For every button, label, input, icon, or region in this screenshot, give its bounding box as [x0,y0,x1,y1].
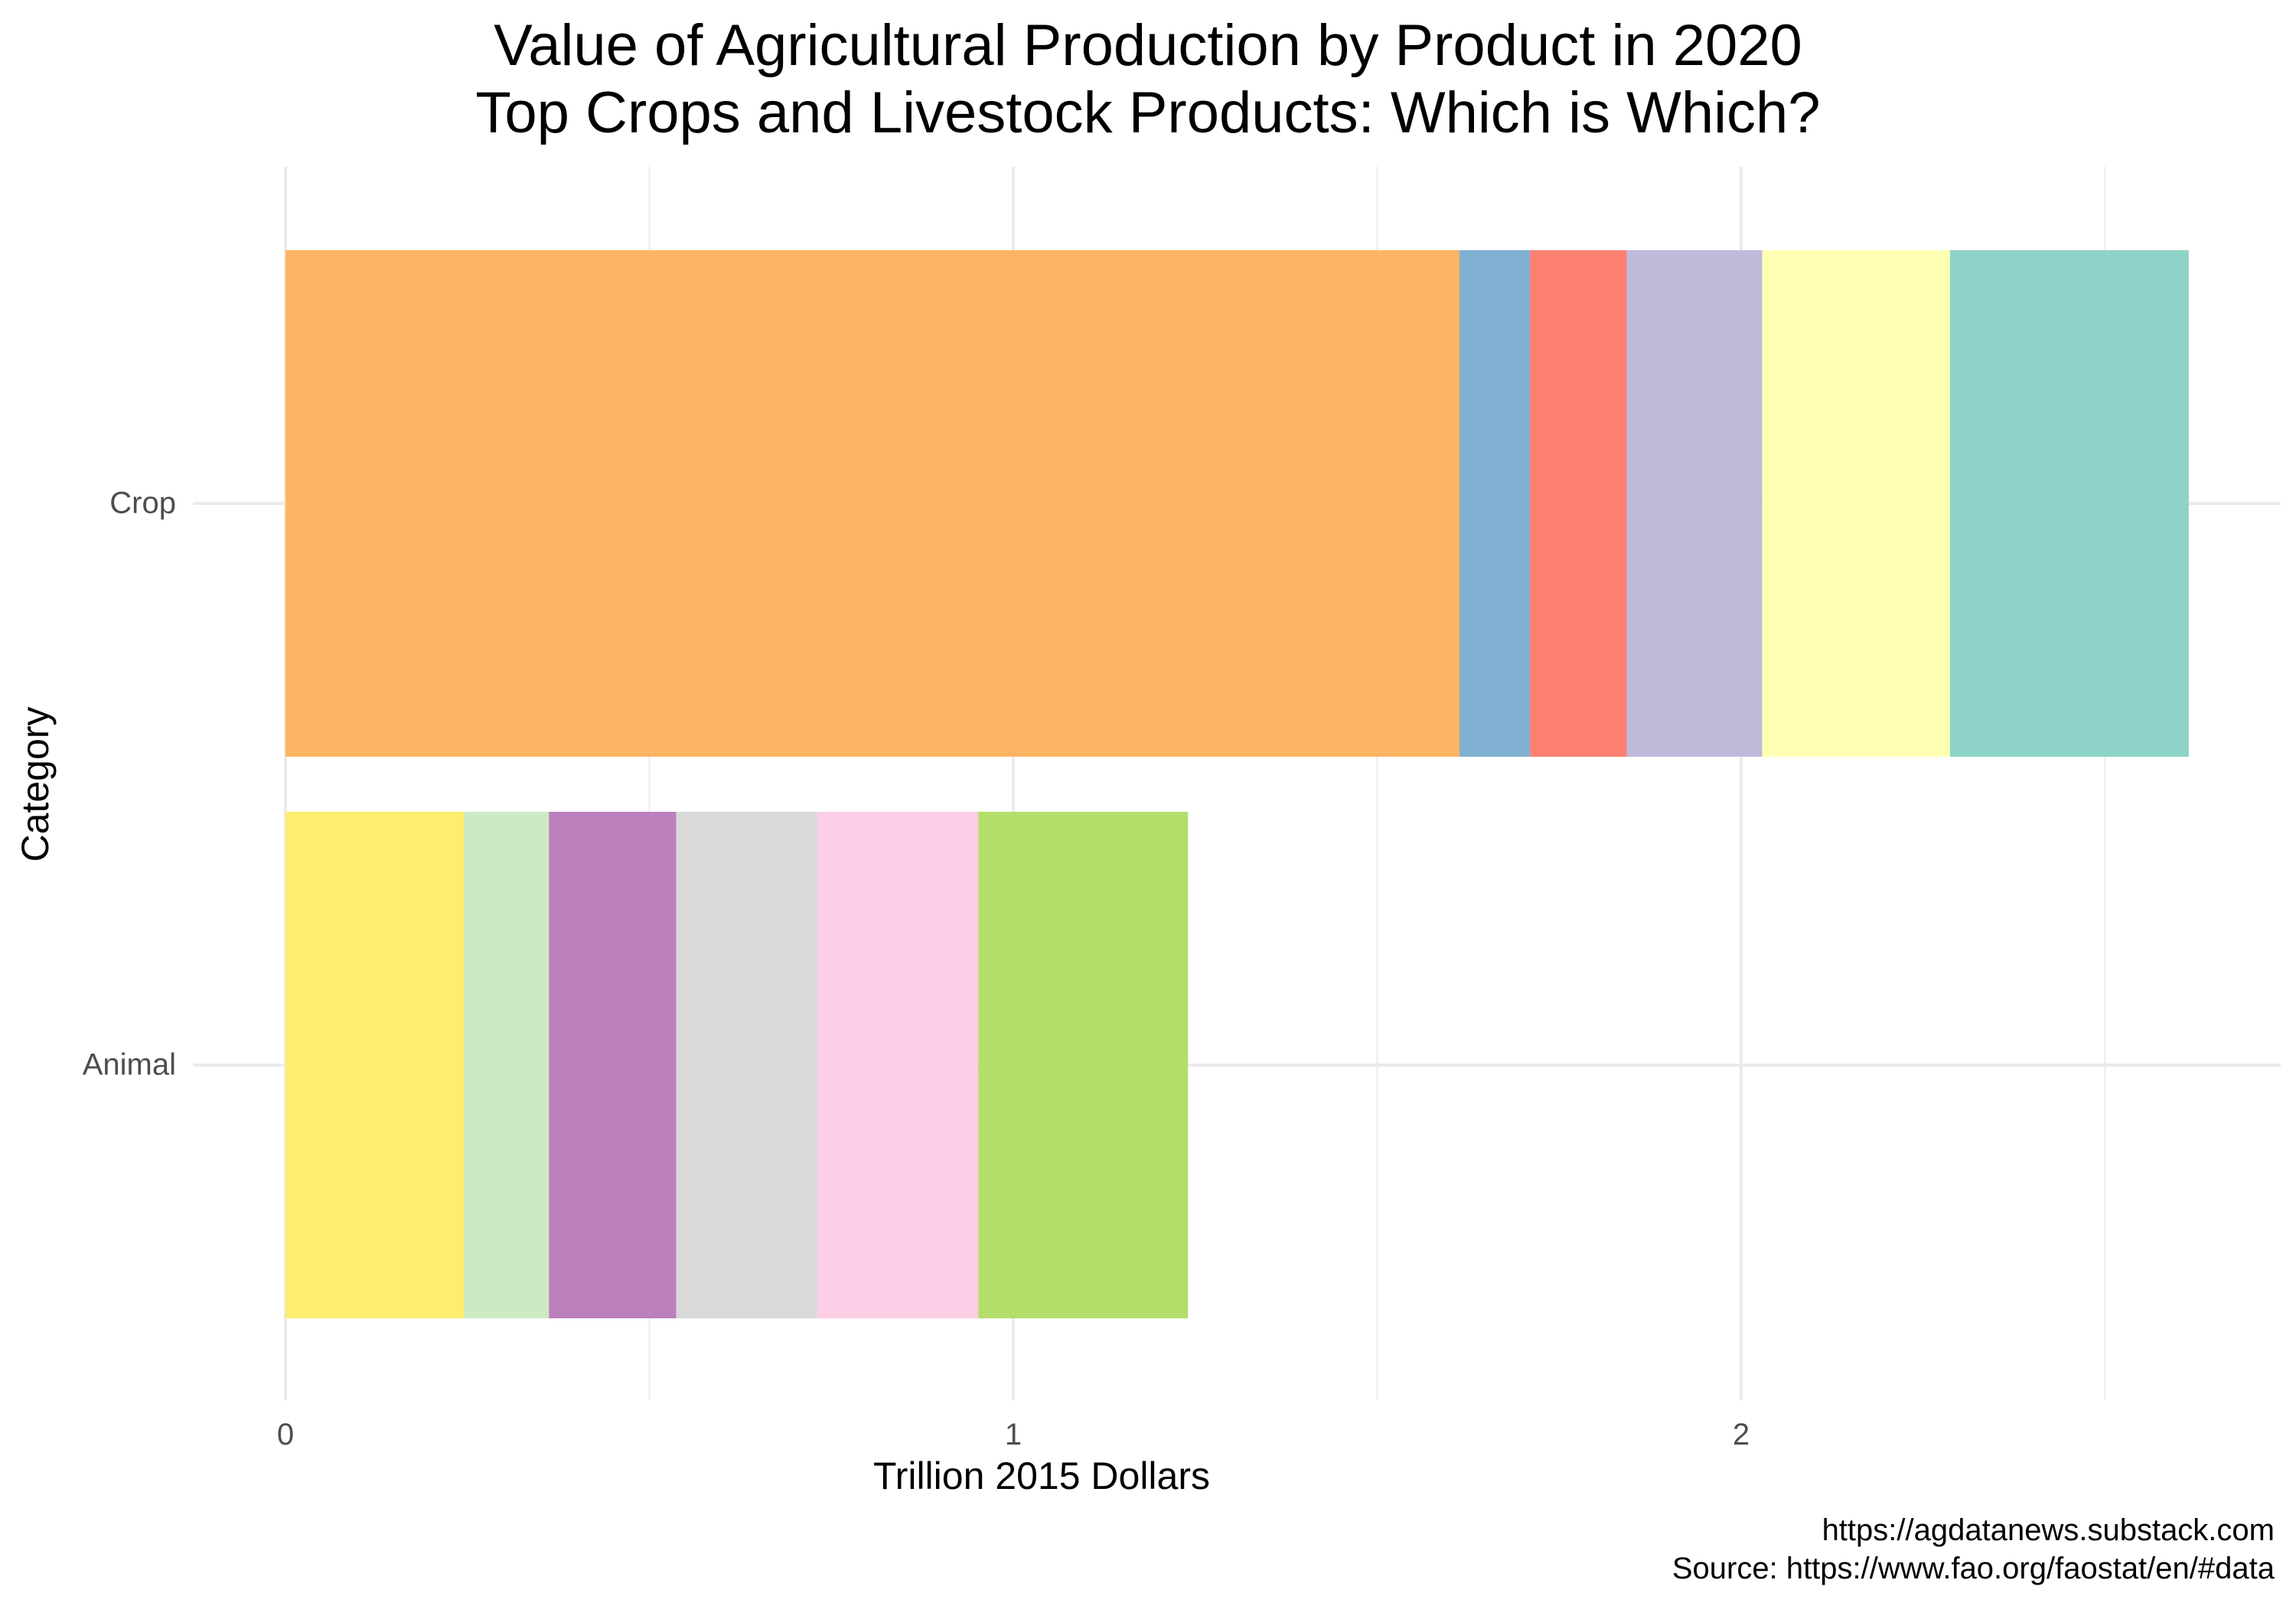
stacked-bars [285,250,2189,1318]
bar-segment-crop-6 [1949,250,2189,757]
caption-source: Source: https://www.fao.org/faostat/en/#… [1671,1552,2275,1585]
bar-segment-animal-3 [549,812,677,1318]
x-axis-label-text: Trillion 2015 Dollars [873,1455,1210,1497]
chart-subtitle: Top Crops and Livestock Products: Which … [475,80,1821,145]
bar-segment-crop-1 [285,250,1459,757]
bar-segment-crop-2 [1459,250,1531,757]
y-axis-label: Category [14,706,57,862]
bar-segment-animal-5 [817,812,979,1318]
bar-segment-animal-1 [285,812,464,1318]
bar-segment-animal-4 [676,812,818,1318]
y-tick-label-animal: Animal [82,1047,176,1082]
x-tick-label-2: 2 [1732,1418,1750,1451]
bar-segment-animal-2 [463,812,550,1318]
caption-url: https://agdatanews.substack.com [1821,1513,2275,1547]
y-tick-label-crop: Crop [109,486,176,520]
bar-segment-crop-3 [1530,250,1627,757]
bar-segment-animal-6 [978,812,1189,1318]
x-tick-label-0: 0 [276,1418,295,1451]
x-tick-label-1: 1 [1004,1418,1022,1451]
chart-title: Value of Agricultural Production by Prod… [494,13,1802,78]
bar-segment-crop-4 [1626,250,1763,757]
bar-segment-crop-5 [1762,250,1950,757]
